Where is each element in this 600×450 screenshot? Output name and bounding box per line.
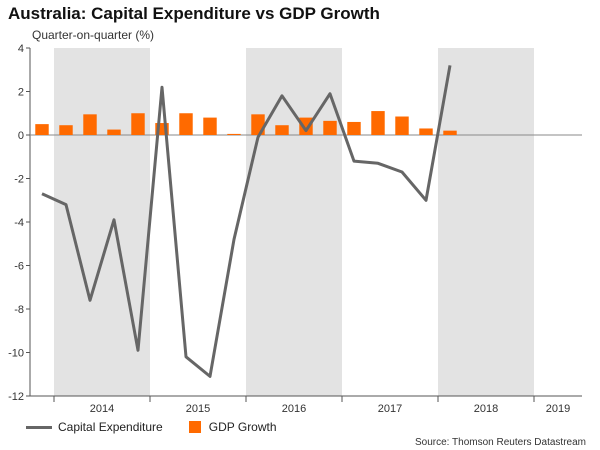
legend-label-capex: Capital Expenditure — [58, 420, 163, 434]
x-tick-label-2019: 2019 — [546, 403, 570, 415]
gdp-bar — [155, 123, 169, 135]
y-tick-label: -8 — [14, 304, 24, 316]
gdp-bar — [59, 125, 73, 135]
gdp-bar — [347, 121, 361, 135]
shaded-band-2018 — [438, 48, 534, 396]
gdp-bar — [227, 133, 241, 135]
y-tick-label: 4 — [18, 43, 24, 55]
gdp-bar — [299, 117, 313, 135]
gdp-bar — [35, 124, 49, 135]
gdp-bar — [275, 125, 289, 135]
y-tick-label: 0 — [18, 130, 24, 142]
gdp-bar — [179, 113, 193, 135]
x-tick-label-2018: 2018 — [474, 403, 498, 415]
gdp-bar — [83, 114, 97, 135]
shaded-band-2016 — [246, 48, 342, 396]
x-tick-label-2014: 2014 — [90, 403, 114, 415]
gdp-bar — [107, 129, 121, 135]
y-tick-label: -4 — [14, 217, 24, 229]
legend-item-capex: Capital Expenditure — [26, 420, 163, 434]
y-tick-label: -12 — [8, 391, 24, 403]
legend-item-gdp: GDP Growth — [188, 420, 277, 434]
gdp-bar — [443, 130, 457, 135]
legend-label-gdp: GDP Growth — [208, 420, 277, 434]
x-tick-label-2017: 2017 — [378, 403, 402, 415]
gdp-bar — [395, 116, 409, 135]
y-tick-label: -10 — [8, 348, 24, 360]
x-tick-label-2016: 2016 — [282, 403, 306, 415]
gdp-bar — [371, 111, 385, 135]
x-tick-label-2015: 2015 — [186, 403, 210, 415]
capex-line — [41, 65, 452, 378]
legend-box-swatch — [188, 421, 201, 433]
chart-source: Source: Thomson Reuters Datastream — [414, 437, 586, 448]
chart-subtitle: Quarter-on-quarter (%) — [32, 28, 155, 42]
y-tick-label: 2 — [18, 87, 24, 99]
gdp-bar — [419, 128, 433, 135]
y-tick-label: -6 — [14, 261, 24, 273]
legend-line-swatch — [26, 425, 52, 429]
gdp-bar — [203, 117, 217, 135]
legend: Capital Expenditure GDP Growth — [26, 420, 303, 434]
y-tick-label: -2 — [14, 174, 24, 186]
gdp-bar — [131, 113, 145, 135]
gdp-bar — [323, 120, 337, 135]
chart-title: Australia: Capital Expenditure vs GDP Gr… — [8, 4, 380, 23]
